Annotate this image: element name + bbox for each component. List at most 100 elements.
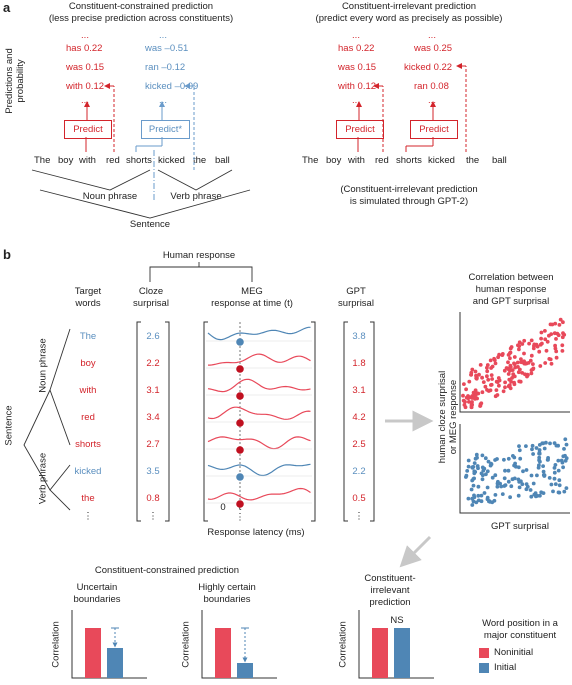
- scatter-bottom-point: [529, 494, 534, 499]
- left-red-ellipsis-bottom: ...: [81, 95, 89, 106]
- scatter-top-point: [461, 393, 465, 398]
- scatter-bottom-point: [470, 465, 475, 470]
- bar-charts: [71, 610, 434, 679]
- gpt-value-6: 2.2: [352, 466, 366, 477]
- predict-box-right-2: Predict: [410, 120, 458, 139]
- scatter-bottom-point: [470, 503, 475, 507]
- scatter-bottom-point: [534, 494, 538, 499]
- right-col1-prob-3: with 0.12: [338, 81, 377, 92]
- scatter-top-point: [537, 349, 542, 354]
- meg-trace-3: [207, 378, 311, 393]
- target-word-2: boy: [80, 358, 96, 369]
- meg-timepoint-3: [236, 392, 244, 400]
- scatter-bottom-point: [475, 464, 480, 468]
- scatter-top-point: [497, 383, 501, 388]
- scatter-bottom-point: [516, 465, 521, 470]
- human-response-bracket: [149, 266, 253, 282]
- bar-chart-2-bar-noninitial: [215, 628, 231, 678]
- scatter-top-point: [544, 348, 549, 353]
- human-response-label: Human response: [162, 250, 236, 261]
- right-col2-prob-1: was 0.25: [414, 43, 453, 54]
- scatter-bottom-point: [488, 463, 493, 468]
- scatter-bottom-point: [548, 441, 552, 446]
- scatter-top-point: [554, 355, 559, 360]
- target-word-4: red: [81, 412, 95, 423]
- scatter-bottom-point: [472, 461, 477, 465]
- scatter-top-point: [523, 372, 527, 377]
- scatter-bottom-point: [552, 470, 557, 475]
- left-predict-arrow: [84, 101, 90, 152]
- scatter-top-point: [543, 329, 547, 333]
- scatter-top-point: [553, 346, 558, 351]
- cloze-value-more: ⋮: [148, 511, 158, 522]
- right-col2-prob-3: ran 0.08: [414, 81, 449, 92]
- scatter-bottom-point: [464, 475, 468, 479]
- left-word-5: shorts: [126, 155, 152, 166]
- scatter-top-point: [539, 330, 544, 335]
- scatter-bottom-point: [485, 495, 490, 500]
- scatter-top-point: [490, 377, 494, 381]
- scatter-bottom-point: [537, 455, 542, 460]
- left-word-4: red: [106, 155, 120, 166]
- latency-zero: 0: [220, 502, 226, 513]
- scatter-top-point: [561, 331, 565, 336]
- scatter-bottom-point: [506, 456, 511, 461]
- left-blue-ellipsis-bottom: ...: [159, 95, 167, 106]
- gpt-value-1: 3.8: [352, 331, 366, 342]
- scatter-bottom-point: [517, 444, 521, 448]
- scatter-top-point: [467, 400, 471, 404]
- scatter-bottom-point: [500, 492, 505, 496]
- scatter-top-point: [522, 351, 526, 356]
- scatter-bottom-point: [506, 479, 511, 484]
- scatter-top-point: [549, 361, 554, 366]
- scatter-top-point: [548, 322, 553, 327]
- scatter-top-point: [472, 393, 477, 398]
- scatter-bottom-point: [564, 456, 569, 461]
- scatter-top-point: [522, 338, 527, 343]
- scatter-top-point: [481, 380, 486, 384]
- panel-b-syntax-tree: [23, 328, 71, 511]
- scatter-top-point: [470, 400, 474, 404]
- scatter-bottom-point: [516, 493, 521, 498]
- target-word-7: the: [81, 493, 95, 504]
- meg-trace-1: [207, 326, 311, 341]
- scatter-bottom-point: [482, 491, 487, 495]
- cloze-header-1: Cloze: [138, 286, 164, 297]
- latency-label: Response latency (ms): [207, 527, 305, 538]
- scatter-bottom-point: [508, 495, 512, 500]
- predict-star-box: Predict*: [141, 120, 190, 139]
- scatter-top-point: [501, 389, 506, 394]
- scatter-top-point: [535, 344, 540, 349]
- cloze-value-2: 2.2: [146, 358, 160, 369]
- scatter-bottom-point: [502, 484, 507, 488]
- scatter-top-point: [493, 361, 498, 366]
- scatter-top-point: [506, 372, 511, 376]
- verb-phrase-label: Verb phrase: [170, 191, 222, 202]
- scatter-bottom-point: [502, 476, 507, 481]
- irrelevant-title-1: Constituent-: [364, 573, 416, 584]
- right-word-3: with: [348, 155, 365, 166]
- scatter-top-point: [486, 389, 491, 393]
- meg-trace-7: [207, 487, 311, 501]
- scatter-top-axes: [459, 312, 570, 413]
- scatter-top-point: [512, 380, 516, 385]
- scatter-bottom-point: [524, 444, 528, 448]
- meg-timepoint-6: [236, 473, 244, 481]
- scatter-top-point: [527, 341, 531, 346]
- bar-chart-3-bar-initial: [394, 628, 410, 678]
- scatter-bottom-point: [524, 487, 529, 492]
- left-blue-ellipsis-top: ...: [159, 30, 167, 41]
- scatter-bottom-point: [469, 487, 474, 492]
- scatter-top-point: [512, 355, 517, 359]
- scatter-top-point: [549, 332, 554, 336]
- predict-box-left: Predict: [64, 120, 112, 139]
- scatter-top-point: [554, 337, 558, 341]
- scatter-top-point: [475, 396, 479, 401]
- scatter-bottom-point: [502, 457, 506, 462]
- scatter-top-point: [466, 396, 471, 401]
- left-title-2: (less precise prediction across constitu…: [48, 13, 234, 24]
- scatter-bottom-point: [529, 473, 534, 478]
- scatter-top-point: [495, 393, 500, 397]
- scatter-top-point: [480, 375, 484, 380]
- uncertain-title-2: boundaries: [73, 594, 121, 605]
